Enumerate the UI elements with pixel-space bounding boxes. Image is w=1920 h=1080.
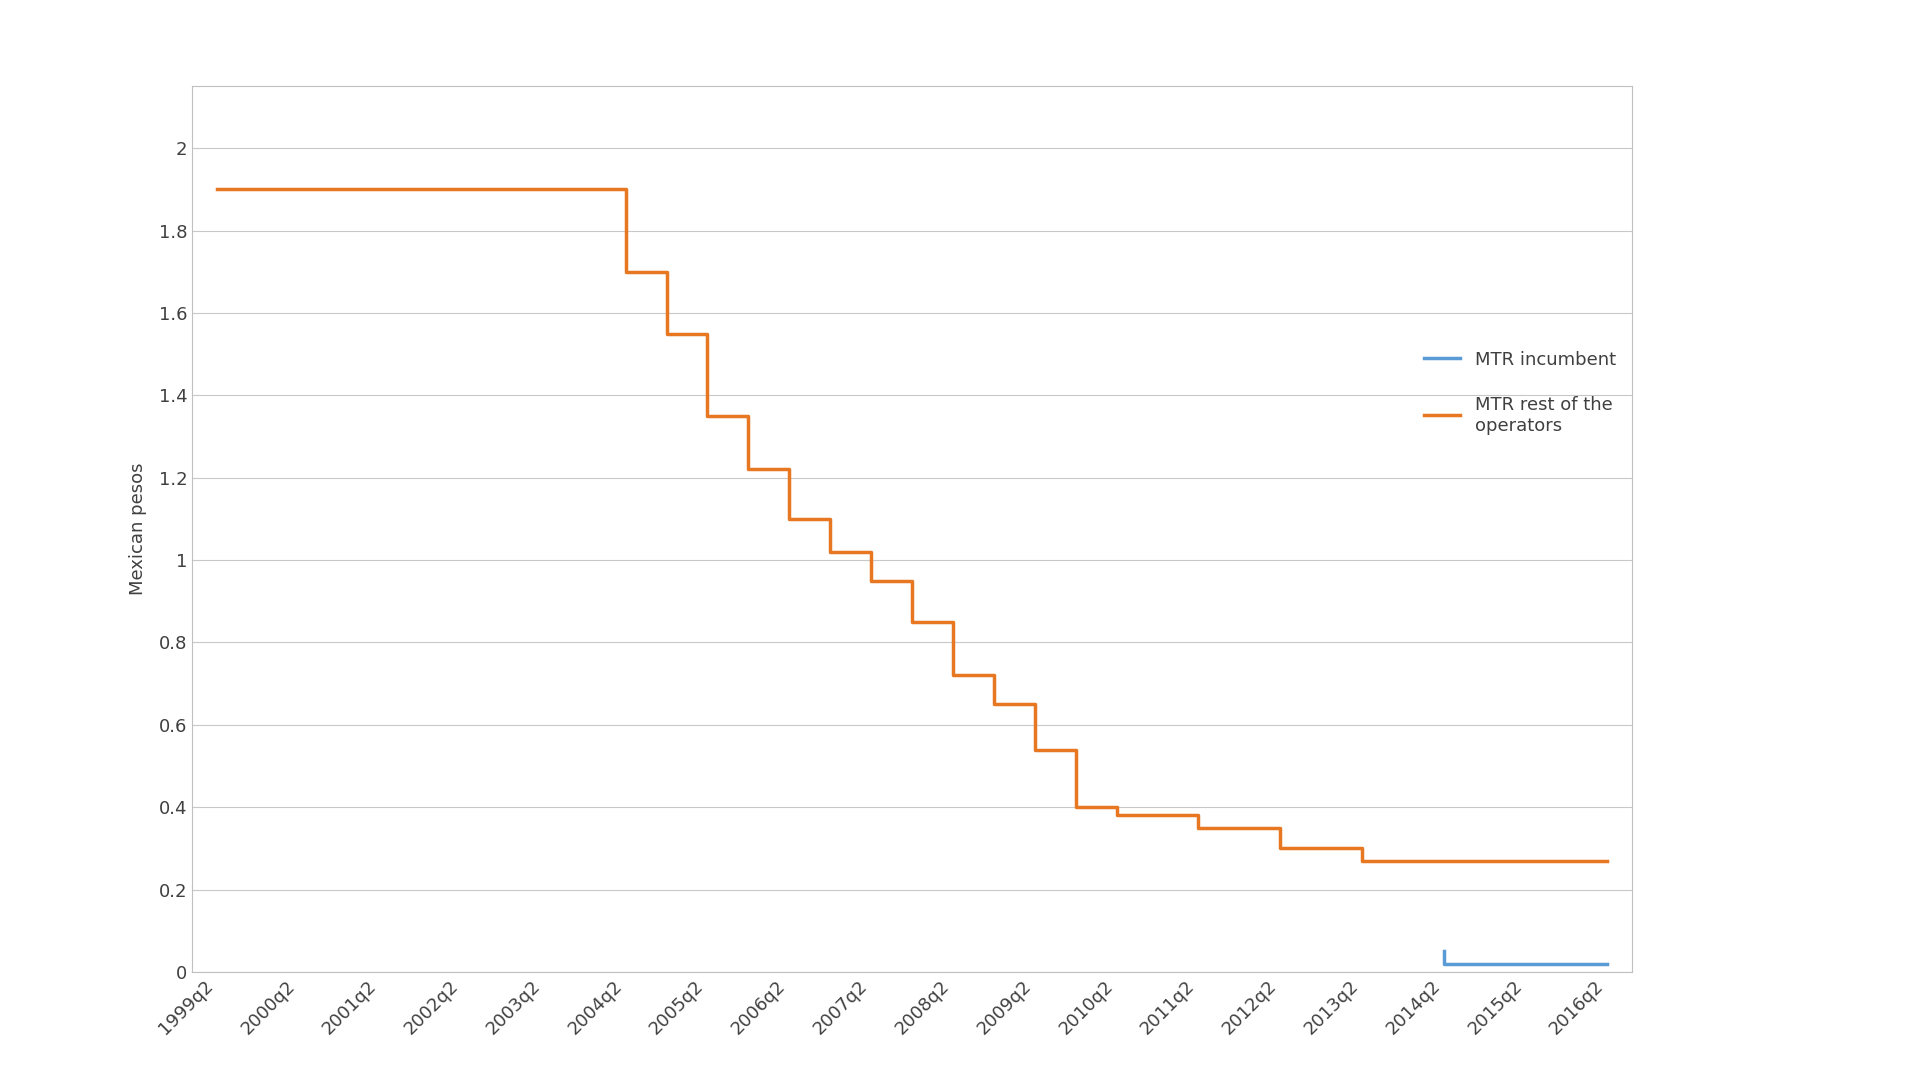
- Legend: MTR incumbent, MTR rest of the
operators: MTR incumbent, MTR rest of the operators: [1417, 343, 1622, 442]
- Y-axis label: Mexican pesos: Mexican pesos: [129, 463, 148, 595]
